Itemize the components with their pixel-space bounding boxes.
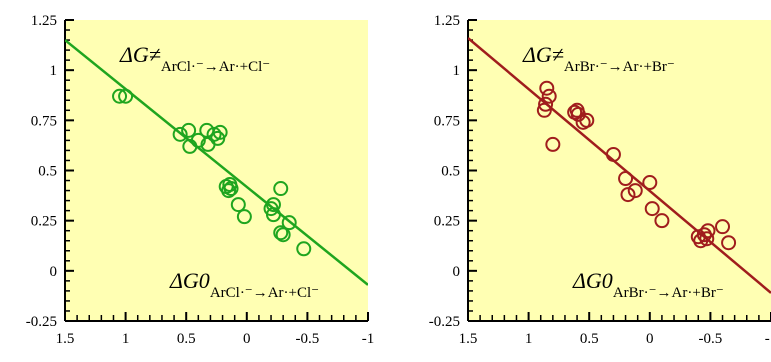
- data-point: [112, 88, 128, 104]
- data-point: [642, 175, 658, 191]
- data-point: [715, 219, 731, 235]
- x-tick-label: -1: [362, 331, 375, 347]
- data-point: [265, 197, 281, 213]
- chart-panel-1: -0.25 0 0.25 0.5 0.75 1 1.25 1.5 1 0.5 0 -0.5 -1 ΔG≠A…: [26, 13, 375, 347]
- data-point: [539, 80, 555, 96]
- data-point: [536, 102, 552, 118]
- plot-background: [65, 20, 368, 321]
- data-point: [273, 181, 289, 197]
- x-tick-label: 1: [122, 331, 130, 347]
- y-tick-label: 0.75: [434, 113, 460, 129]
- x-tick-label: 0.5: [177, 331, 196, 347]
- x-tick-label: -1: [765, 331, 771, 347]
- fit-line: [468, 37, 771, 294]
- y-tick-label: -0.25: [26, 314, 57, 330]
- data-point: [172, 126, 188, 142]
- data-point: [618, 171, 634, 187]
- plot-background: [468, 20, 771, 321]
- data-point: [545, 136, 561, 152]
- data-point: [296, 241, 312, 257]
- x-tick-label: 1: [525, 331, 533, 347]
- data-point: [230, 197, 246, 213]
- x-tick-label: 0.5: [580, 331, 599, 347]
- y-tick-label: 0: [50, 264, 58, 280]
- y-tick-label: 0.25: [434, 214, 460, 230]
- x-tick-label: -0.5: [296, 331, 320, 347]
- y-tick-label: 1.25: [31, 13, 57, 29]
- y-tick-label: 0: [453, 264, 461, 280]
- data-point: [699, 231, 715, 247]
- data-point: [118, 88, 134, 104]
- annotation-top: ΔG≠ArBr·⁻→Ar·+Br⁻: [522, 42, 675, 75]
- y-tick-label: 0.75: [31, 113, 57, 129]
- chart-panel-2: -0.25 0 0.25 0.5 0.75 1 1.25 1.5 1 0.5 0 -0.5 -1 ΔG≠A…: [429, 13, 771, 347]
- plot-area: [468, 37, 771, 294]
- data-point: [700, 223, 716, 239]
- y-tick-label: 0.5: [441, 164, 460, 180]
- data-point: [190, 132, 206, 148]
- data-point: [538, 96, 554, 112]
- data-point: [620, 187, 636, 203]
- data-point: [221, 183, 237, 199]
- data-point: [275, 227, 291, 243]
- fit-line: [65, 39, 368, 286]
- data-point: [644, 201, 660, 217]
- data-point: [721, 235, 737, 251]
- x-tick-label: 0: [243, 331, 251, 347]
- annotation-top: ΔG≠ArCl·⁻→Ar·+Cl⁻: [119, 42, 270, 75]
- y-tick-label: 1: [453, 63, 461, 79]
- data-point: [206, 126, 222, 142]
- y-tick-label: 0.5: [38, 164, 57, 180]
- y-tick-label: 1: [50, 63, 58, 79]
- data-point: [236, 209, 252, 225]
- data-point: [181, 122, 197, 138]
- y-tick-label: 1.25: [434, 13, 460, 29]
- x-tick-label: 1.5: [56, 331, 75, 347]
- annotation-bottom: ΔG0ArBr·⁻→Ar·+Br⁻: [572, 268, 724, 301]
- y-tick-label: -0.25: [429, 314, 460, 330]
- data-point: [627, 183, 643, 199]
- x-tick-label: -0.5: [699, 331, 723, 347]
- plot-area: [65, 39, 368, 286]
- data-point: [605, 146, 621, 162]
- data-point: [654, 213, 670, 229]
- data-point: [265, 207, 281, 223]
- x-tick-label: 0: [646, 331, 654, 347]
- data-point: [273, 225, 289, 241]
- x-tick-label: 1.5: [459, 331, 478, 347]
- data-point: [223, 181, 239, 197]
- data-point: [281, 215, 297, 231]
- annotation-bottom: ΔG0ArCl·⁻→Ar·+Cl⁻: [169, 268, 319, 301]
- data-point: [212, 124, 228, 140]
- data-point: [541, 88, 557, 104]
- data-point: [579, 112, 595, 128]
- y-tick-label: 0.25: [31, 214, 57, 230]
